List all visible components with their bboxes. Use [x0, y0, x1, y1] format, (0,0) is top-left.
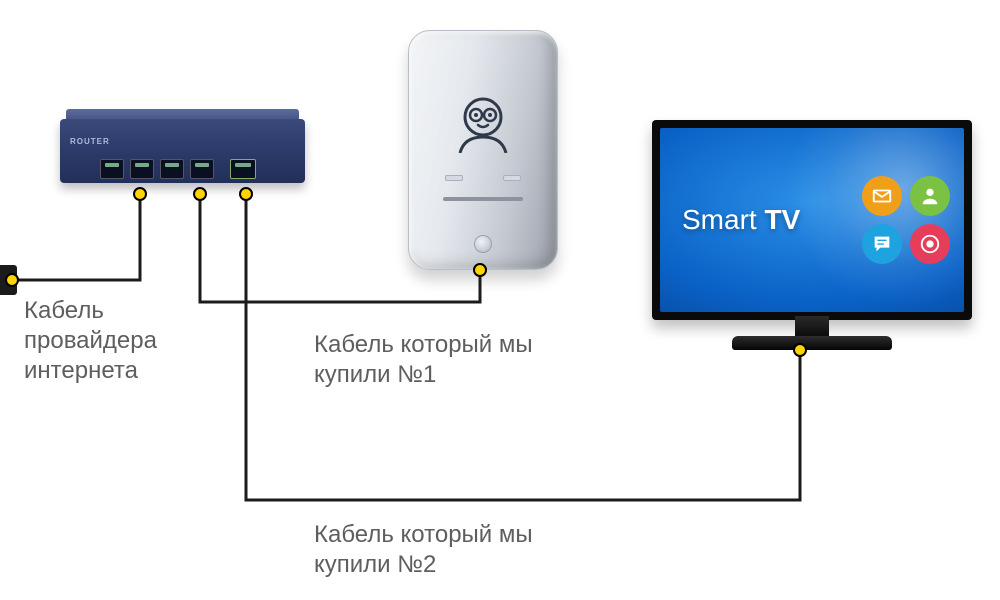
connection-dot: [133, 187, 147, 201]
smart-tv: Smart TV Smart TV: [652, 120, 972, 350]
person-icon: [910, 176, 950, 216]
diagram-stage: ROUTER: [0, 0, 1000, 600]
router-brand: ROUTER: [70, 137, 110, 146]
tv-brand-text: Smart TV Smart TV: [682, 204, 800, 236]
label-cable-1: Кабель который мы купили №1: [314, 330, 533, 390]
power-button-icon: [474, 235, 492, 253]
connection-dot: [193, 187, 207, 201]
connection-dot: [239, 187, 253, 201]
connection-dot: [793, 343, 807, 357]
label-provider-cable: Кабель провайдера интернета: [24, 296, 157, 386]
record-icon: [910, 224, 950, 264]
connection-dot: [473, 263, 487, 277]
tv-app-grid: [862, 176, 950, 264]
chat-icon: [862, 224, 902, 264]
mail-icon: [862, 176, 902, 216]
label-cable-2: Кабель который мы купили №2: [314, 520, 533, 580]
router-ports: [100, 159, 256, 179]
connection-dot: [5, 273, 19, 287]
router-device: ROUTER: [60, 105, 305, 195]
pc-tower: [408, 30, 558, 270]
avatar-icon: [446, 95, 520, 153]
